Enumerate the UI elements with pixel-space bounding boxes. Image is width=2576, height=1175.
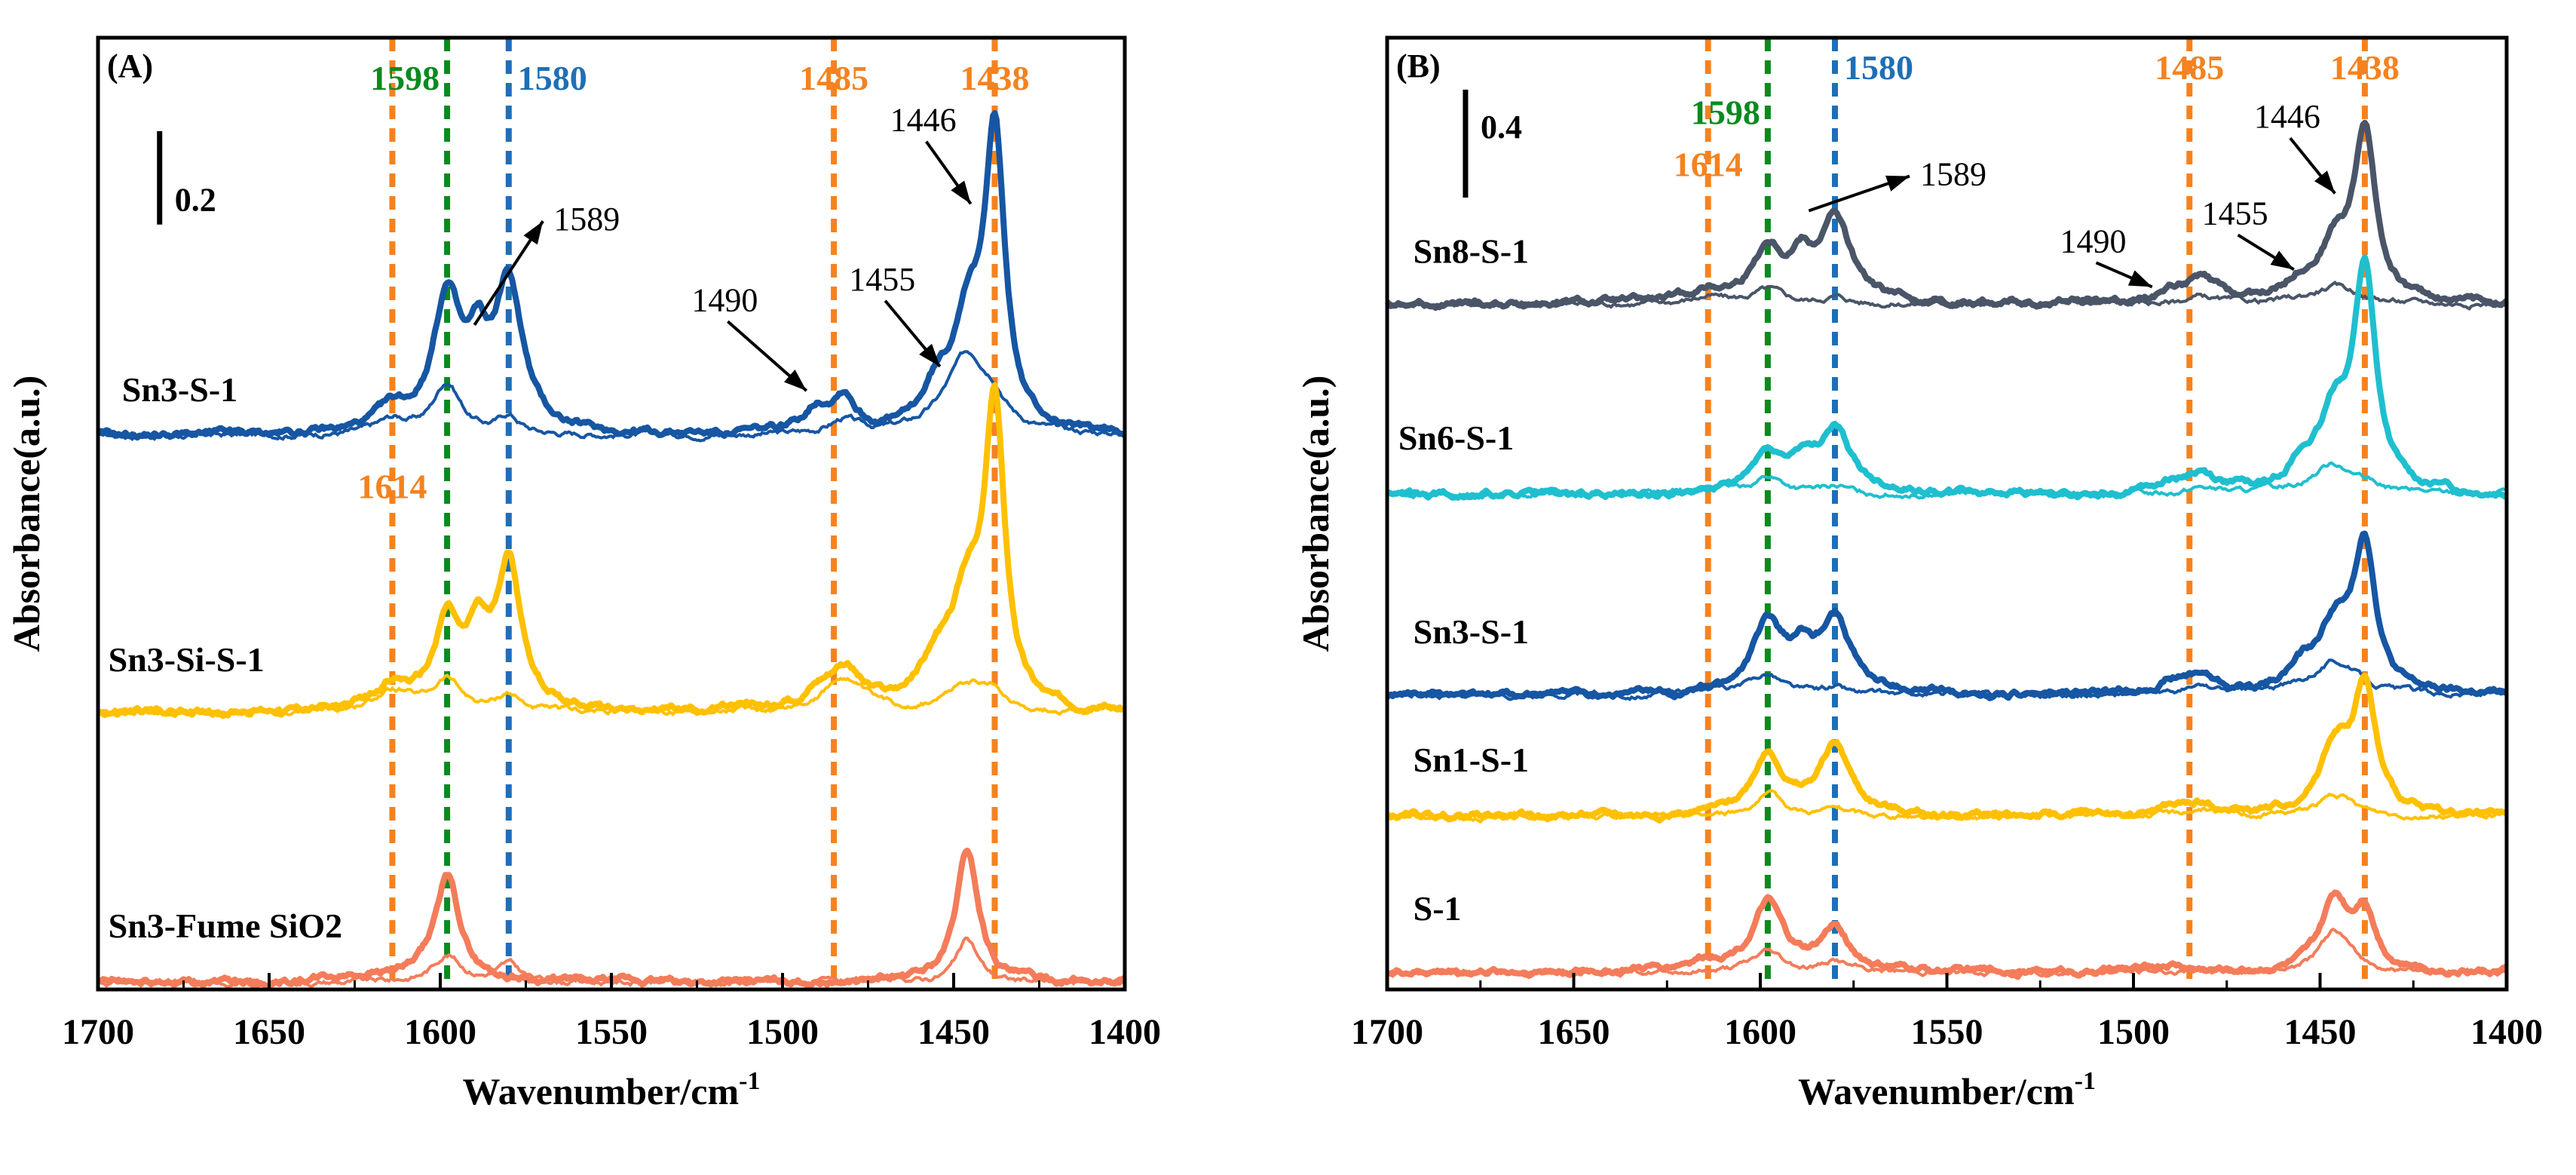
panel-b-x-axis-title-text: Wavenumber/cm [1798, 1070, 2075, 1112]
series-label: Sn3-Fume SiO2 [109, 907, 343, 945]
annotation-arrowhead [523, 221, 544, 245]
panel-b-label: (B) [1396, 48, 1441, 84]
panel-b-x-axis: 1700 1650 1600 1550 1500 1450 1400 [1351, 973, 2543, 1052]
panel-b-annotations: 1589 1490 1455 1446 [1808, 98, 2336, 289]
panel-a-x-tick-label-1400: 1400 [1089, 1012, 1161, 1052]
series-label: Sn8-S-1 [1414, 232, 1529, 270]
panel-a-x-axis: 1700 1650 1600 1550 1500 1450 1400 [62, 973, 1161, 1052]
panel-b-ref-label-1580: 1580 [1844, 48, 1913, 87]
series-label: Sn6-S-1 [1398, 419, 1514, 457]
panel-b-ref-label-1438: 1438 [2330, 48, 2400, 87]
panel-a-scale-bar: 0.2 [157, 130, 216, 225]
panel-b-x-tick-label-1650: 1650 [1538, 1012, 1610, 1052]
series-label: Sn1-S-1 [1414, 741, 1529, 779]
spectrum-line-thick [96, 110, 1127, 441]
series-sn3-s-1: Sn3-S-1 [1385, 530, 2509, 701]
panel-a-ref-label-1438: 1438 [960, 59, 1029, 97]
panel-b-x-tick-label-1400: 1400 [2470, 1012, 2543, 1052]
spectrum-line-thick [1386, 889, 2508, 980]
annotation-label: 1446 [2254, 98, 2320, 135]
series-sn1-s-1: Sn1-S-1 [1386, 672, 2508, 824]
panel-a: 1614 1598 1580 1485 1438 Sn3-S-1 Sn3-Si-S-1 Sn… [5, 35, 1161, 1112]
annotation-arrowhead [2127, 270, 2152, 287]
panel-b-scale-label: 0.4 [1481, 109, 1522, 146]
annotation-1490: 1490 [691, 281, 808, 392]
panel-a-reference-lines: 1614 1598 1580 1485 1438 [357, 38, 1029, 989]
panel-b-x-axis-title-sup: -1 [2075, 1067, 2096, 1095]
annotation-1455: 1455 [849, 261, 942, 368]
series-sn3-si-s-1: Sn3-Si-S-1 [96, 382, 1126, 719]
annotation-arrowhead [1885, 175, 1910, 192]
annotation-label: 1490 [2060, 222, 2127, 259]
panel-b-ref-label-1614: 1614 [1674, 146, 1743, 184]
spectrum-line-thick [1385, 254, 2508, 501]
annotation-1490: 1490 [2060, 222, 2153, 289]
panel-a-x-tick-label-1700: 1700 [62, 1012, 134, 1052]
annotation-label: 1589 [553, 201, 620, 238]
annotation-arrowhead [951, 180, 971, 204]
panel-a-annotations: 1589 1490 1455 1446 [473, 102, 973, 392]
panel-b-spectra: Sn8-S-1 Sn6-S-1 Sn3-S-1 Sn1-S-1 S-1 [1384, 119, 2509, 980]
annotation-1589: 1589 [473, 201, 620, 326]
spectrum-line-thick [1385, 530, 2509, 701]
panel-a-ref-label-1598: 1598 [370, 59, 440, 97]
series-label: Sn3-S-1 [1414, 612, 1529, 651]
annotation-1446: 1446 [2254, 98, 2336, 195]
spectrum-line-thick [1384, 119, 2509, 311]
panel-b-x-tick-label-1450: 1450 [2284, 1012, 2357, 1052]
panel-b-x-tick-label-1600: 1600 [1724, 1012, 1796, 1052]
annotation-1446: 1446 [890, 102, 973, 205]
annotation-label: 1455 [2202, 195, 2268, 232]
annotation-arrowhead [2314, 170, 2336, 194]
annotation-arrowhead [919, 343, 940, 367]
panel-b-x-tick-label-1700: 1700 [1351, 1012, 1423, 1052]
spectrum-line-thick [96, 382, 1126, 719]
annotation-arrowhead [2270, 250, 2294, 270]
panel-a-x-axis-title-text: Wavenumber/cm [463, 1070, 740, 1112]
annotation-label: 1446 [890, 102, 957, 139]
panel-b-y-axis-title: Absorbance(a.u.) [1294, 376, 1337, 652]
panel-a-ref-label-1485: 1485 [799, 59, 868, 97]
panel-b-x-tick-label-1500: 1500 [2097, 1012, 2170, 1052]
panel-a-x-tick-label-1500: 1500 [746, 1012, 819, 1052]
panel-b-scale-bar: 0.4 [1463, 89, 1522, 198]
panel-a-x-tick-label-1650: 1650 [233, 1012, 305, 1052]
series-sn6-s-1: Sn6-S-1 [1385, 254, 2508, 501]
panel-b-x-axis-title: Wavenumber/cm-1 [1798, 1067, 2096, 1112]
panel-a-scale-label: 0.2 [175, 181, 216, 218]
series-label: Sn3-Si-S-1 [109, 640, 265, 679]
annotation-label: 1589 [1920, 156, 1986, 193]
annotation-1589: 1589 [1808, 156, 1986, 213]
series-label: Sn3-S-1 [122, 370, 237, 409]
panel-a-x-tick-label-1550: 1550 [575, 1012, 648, 1052]
spectrum-line-thick [1386, 672, 2508, 824]
annotation-arrowhead [783, 370, 807, 391]
panel-a-x-axis-title: Wavenumber/cm-1 [463, 1067, 761, 1112]
panel-b: 1614 1598 1580 1485 1438 Sn8-S-1 Sn6-S-1 Sn3-S… [1294, 35, 2543, 1112]
series-sn8-s-1: Sn8-S-1 [1384, 119, 2509, 311]
panel-a-ref-label-1614: 1614 [357, 467, 427, 505]
series-sn3-s-1: Sn3-S-1 [96, 110, 1127, 443]
panel-b-ref-label-1598: 1598 [1691, 94, 1760, 132]
panel-a-x-tick-label-1600: 1600 [404, 1012, 476, 1052]
annotation-1455: 1455 [2202, 195, 2295, 272]
panel-a-ref-label-1580: 1580 [518, 59, 587, 97]
panel-a-y-axis-title: Absorbance(a.u.) [5, 376, 47, 652]
series-label: S-1 [1414, 889, 1462, 928]
panel-b-ref-label-1485: 1485 [2155, 48, 2224, 87]
panel-b-reference-lines: 1614 1598 1580 1485 1438 [1674, 38, 2400, 989]
panel-a-label: (A) [107, 48, 153, 84]
panel-a-x-tick-label-1450: 1450 [917, 1012, 990, 1052]
annotation-label: 1490 [691, 281, 758, 318]
panel-a-x-axis-title-sup: -1 [739, 1067, 760, 1095]
annotation-label: 1455 [849, 261, 915, 298]
panel-b-x-tick-label-1550: 1550 [1911, 1012, 1983, 1052]
